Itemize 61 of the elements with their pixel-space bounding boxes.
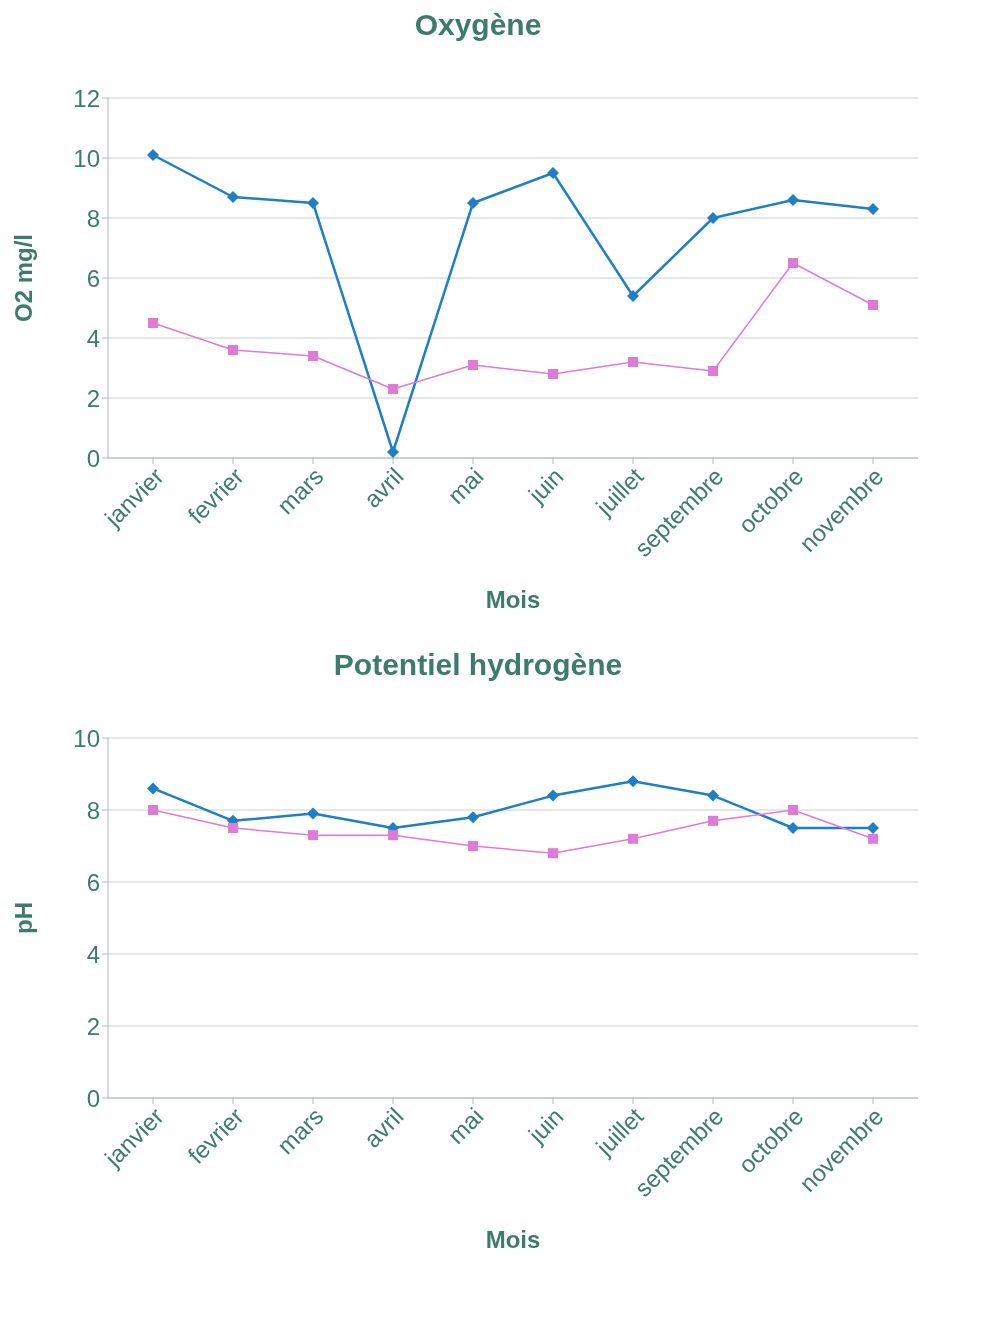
y-tick-label: 4 [86,940,100,968]
point [707,212,719,224]
point [628,357,638,367]
x-axis-title: Mois [485,1226,541,1253]
chart-title: Potentiel hydrogène [332,648,624,683]
point [228,823,238,833]
point [388,384,398,394]
point [387,446,399,458]
y-tick-label: 0 [86,1084,100,1112]
point [707,789,719,802]
point [708,366,718,376]
point [787,822,799,834]
point [867,822,879,834]
x-tick-label: juin [522,462,569,509]
x-tick-label: mai [442,1102,489,1149]
point [548,369,558,379]
point [308,830,318,841]
point [548,848,558,859]
y-axis-title: pH [9,902,37,934]
chart-title: Oxygène [413,8,543,43]
x-axis-title: Mois [485,586,541,613]
point [468,360,478,370]
point [547,167,559,179]
point [148,318,158,328]
point [308,351,318,361]
y-tick-label: 10 [73,144,100,172]
y-axis-title: O2 mg/l [9,233,37,323]
point [787,194,799,206]
point [388,830,398,841]
x-tick-label: juin [522,1102,569,1149]
y-tick-label: 12 [73,84,100,112]
y-tick-label: 2 [86,1012,100,1040]
y-tick-label: 6 [86,264,100,292]
y-tick-label: 8 [86,796,100,824]
y-tick-label: 4 [86,324,100,352]
point [147,149,159,161]
point [708,815,718,826]
point [148,805,158,815]
point [627,290,639,302]
x-tick-label: mai [442,462,489,509]
y-tick-label: 10 [73,724,100,752]
point [307,197,319,209]
point [467,197,479,209]
y-tick-label: 8 [86,204,100,232]
point [788,258,798,268]
point [867,203,879,215]
point [307,807,319,820]
y-tick-label: 2 [86,384,100,412]
point [547,789,559,802]
point [868,833,878,844]
point [228,345,238,355]
point [147,782,159,795]
point [468,841,478,851]
y-tick-label: 6 [86,868,100,896]
point [627,775,639,788]
point [227,191,239,203]
y-tick-label: 0 [86,444,100,472]
point [788,805,798,815]
point [467,811,479,824]
point [628,833,638,844]
point [868,300,878,310]
